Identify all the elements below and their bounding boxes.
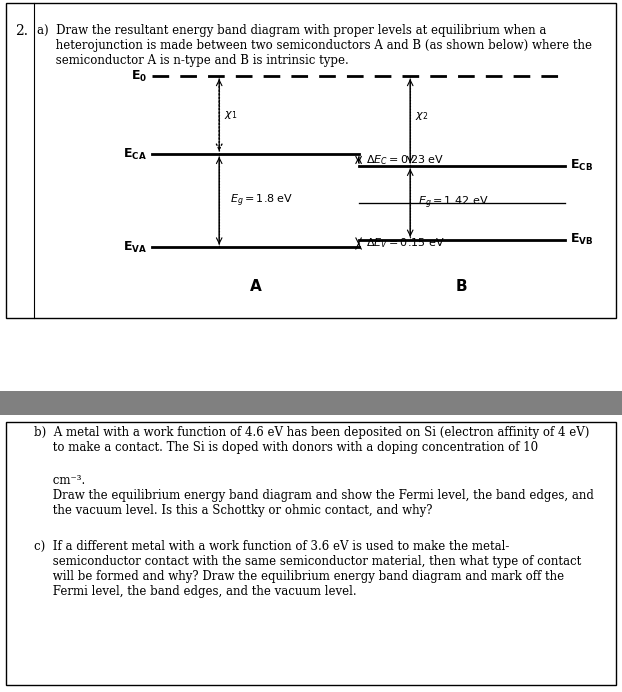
Text: $E_g = 1.8\ \mathrm{eV}$: $E_g = 1.8\ \mathrm{eV}$ [230,192,293,209]
Text: a)  Draw the resultant energy band diagram with proper levels at equilibrium whe: a) Draw the resultant energy band diagra… [37,24,592,67]
Text: $\mathbf{E_{VB}}$: $\mathbf{E_{VB}}$ [570,232,593,247]
Bar [6,3,616,318]
Text: $E_g = 1.42\ \mathrm{eV}$: $E_g = 1.42\ \mathrm{eV}$ [418,194,489,211]
Text: $\chi_2$: $\chi_2$ [415,110,429,122]
Bar [0,391,622,415]
Text: $\Delta E_C = 0.23\ \mathrm{eV}$: $\Delta E_C = 0.23\ \mathrm{eV}$ [366,153,445,167]
Text: B: B [456,279,468,294]
Text: c)  If a different metal with a work function of 3.6 eV is used to make the meta: c) If a different metal with a work func… [34,540,582,598]
Text: b)  A metal with a work function of 4.6 eV has been deposited on Si (electron af: b) A metal with a work function of 4.6 e… [34,426,590,453]
Text: cm⁻³.
     Draw the equilibrium energy band diagram and show the Fermi level, th: cm⁻³. Draw the equilibrium energy band d… [34,474,594,517]
Text: $\Delta E_V = 0.15\ \mathrm{eV}$: $\Delta E_V = 0.15\ \mathrm{eV}$ [366,237,445,251]
Text: 2.: 2. [16,24,29,38]
Text: $\mathbf{E_0}$: $\mathbf{E_0}$ [131,69,147,84]
Text: $\mathbf{E_{CB}}$: $\mathbf{E_{CB}}$ [570,158,593,174]
Text: A: A [249,279,261,294]
Text: $\chi_1$: $\chi_1$ [225,109,238,121]
Bar [6,422,616,685]
Text: $\mathbf{E_{VA}}$: $\mathbf{E_{VA}}$ [123,240,147,255]
Text: $\mathbf{E_{CA}}$: $\mathbf{E_{CA}}$ [123,147,147,161]
